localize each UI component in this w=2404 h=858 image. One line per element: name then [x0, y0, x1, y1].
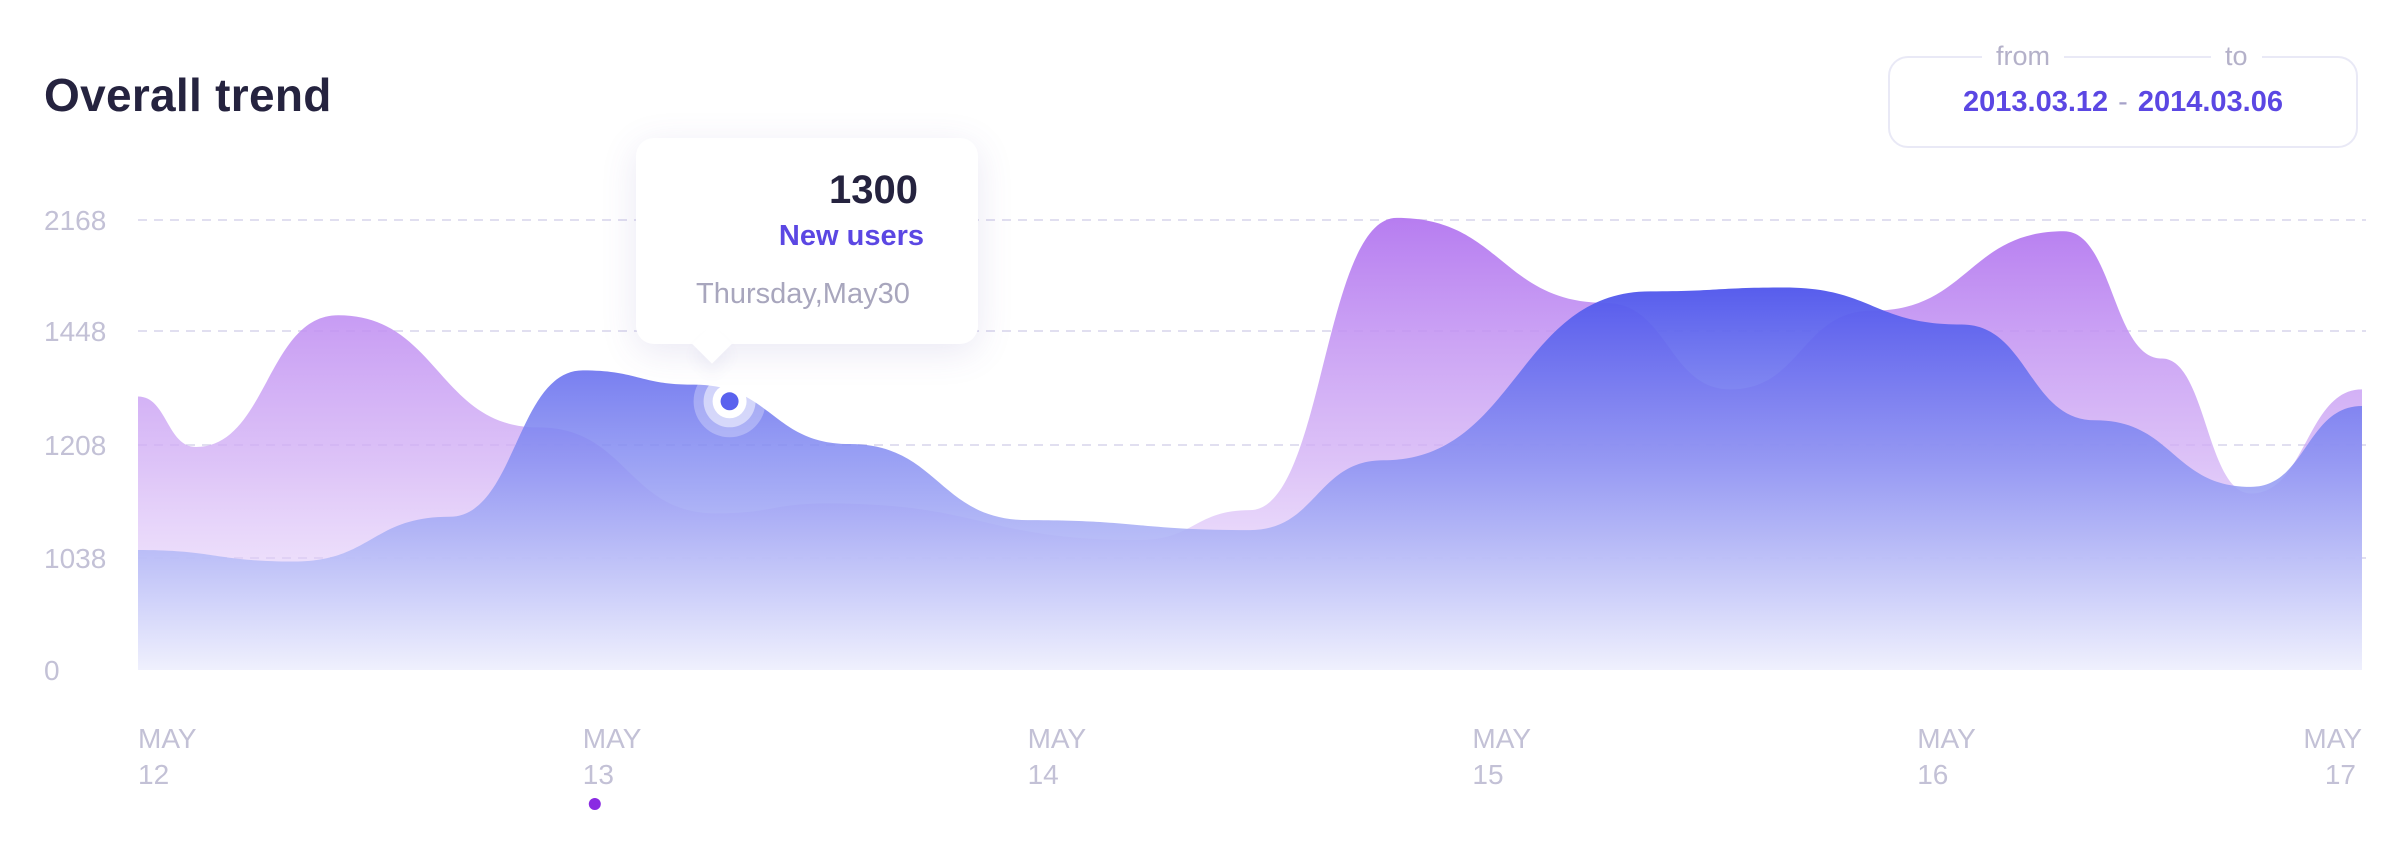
tooltip-series-label: New users [778, 220, 924, 252]
x-tick-day: 16 [1917, 759, 1948, 790]
x-tick: MAY 12 [138, 723, 197, 790]
x-tick-month: MAY [1028, 723, 1087, 754]
x-tick: MAY 13 [583, 723, 642, 810]
x-tick: MAY 16 [1917, 723, 1976, 790]
blue-series-area [138, 287, 2362, 670]
highlight-point [720, 392, 739, 411]
y-tick-label: 1208 [44, 430, 106, 461]
x-tick: MAY 17 [2303, 723, 2362, 790]
active-day-dot [588, 798, 601, 810]
x-tick: MAY 15 [1472, 723, 1531, 790]
x-tick-month: MAY [1472, 723, 1531, 754]
chart-title: Overall trend [44, 69, 332, 121]
y-tick-label: 2168 [44, 205, 106, 236]
tooltip-value: 1300 [829, 168, 918, 212]
data-tooltip: 1300 New users Thursday,May30 [636, 138, 978, 344]
x-tick: MAY 14 [1028, 723, 1087, 790]
series-areas [138, 217, 2362, 670]
x-tick-month: MAY [138, 723, 197, 754]
range-to-date[interactable]: 2014.03.06 [2137, 86, 2283, 118]
y-tick-label: 0 [44, 655, 60, 686]
x-tick-day: 13 [583, 759, 614, 790]
x-tick-day: 12 [138, 759, 169, 790]
y-tick-label: 1448 [44, 316, 106, 347]
range-separator: - [2118, 86, 2128, 118]
x-tick-day: 15 [1472, 759, 1503, 790]
x-tick-month: MAY [2303, 723, 2362, 754]
highlight-layer [693, 365, 766, 438]
tooltip-date: Thursday,May30 [696, 278, 910, 310]
date-range-picker[interactable]: from to 2013.03.12-2014.03.06 [1888, 41, 2358, 148]
x-tick-day: 17 [2325, 759, 2356, 790]
x-tick-day: 14 [1028, 759, 1059, 790]
x-tick-month: MAY [1917, 723, 1976, 754]
x-tick-month: MAY [583, 723, 642, 754]
y-axis-ticks: 2168 1448 1208 1038 0 [44, 205, 106, 686]
x-axis-ticks: MAY 12 MAY 13 MAY 14 MAY 15 MAY 16 MAY 17 [138, 723, 2362, 810]
range-from-caption: from [1982, 41, 2064, 72]
range-from-date[interactable]: 2013.03.12 [1963, 86, 2109, 118]
range-dates: 2013.03.12-2014.03.06 [1890, 86, 2356, 119]
range-to-caption: to [2211, 41, 2262, 72]
y-tick-label: 1038 [44, 543, 106, 574]
